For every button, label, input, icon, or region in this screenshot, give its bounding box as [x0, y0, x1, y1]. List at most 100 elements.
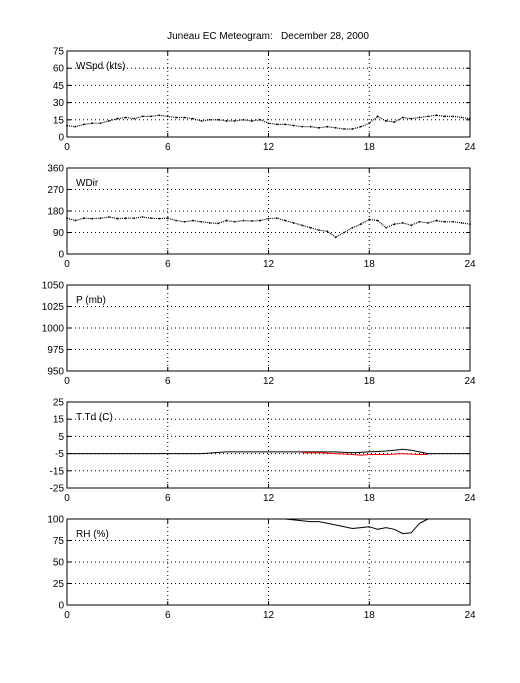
wdir-data-point — [427, 222, 429, 224]
wdir-data-point — [334, 236, 337, 239]
wspd-data-point — [150, 115, 152, 118]
wdir-data-point — [242, 219, 245, 222]
wdir-y-tick-label: 270 — [47, 185, 64, 196]
ttd-y-tick-label: 25 — [53, 398, 65, 409]
wspd-data-point — [292, 124, 295, 127]
wdir-data-point — [460, 222, 463, 224]
wdir-data-point — [74, 219, 77, 222]
rh-x-tick-label: 0 — [64, 610, 70, 621]
wspd-x-tick-label: 12 — [263, 142, 275, 153]
wspd-data-point — [141, 115, 144, 118]
wdir-y-tick-label: 0 — [58, 250, 64, 261]
wdir-data-point — [368, 218, 371, 221]
wspd-data-point — [158, 114, 161, 117]
wspd-data-point — [250, 120, 253, 122]
wspd-data-point — [225, 120, 228, 122]
wdir-data-point — [91, 217, 94, 220]
wdir-plot-area — [67, 168, 470, 254]
ttd-y-tick-label: -25 — [50, 484, 65, 495]
ttd-y-tick-label: 15 — [53, 415, 65, 426]
wdir-data-point — [208, 222, 211, 224]
pres-y-tick-label: 1050 — [42, 281, 65, 292]
wdir-data-point — [200, 220, 203, 223]
wdir-data-point — [275, 217, 278, 220]
wspd-data-point — [217, 118, 220, 121]
wdir-data-point — [108, 216, 110, 218]
wspd-data-point — [183, 116, 186, 119]
wspd-data-point — [410, 117, 413, 120]
wdir-data-point — [267, 217, 270, 220]
pres-x-tick-label: 0 — [64, 376, 70, 387]
rh-panel: 0 6 12 18 24 0 25 50 75 100 RH (%) — [47, 515, 476, 622]
wdir-data-point — [317, 229, 320, 232]
wspd-y-tick-label: 0 — [58, 133, 64, 144]
wspd-data-point — [418, 116, 421, 119]
wspd-data-point — [359, 125, 362, 128]
wdir-data-point — [116, 217, 119, 220]
wspd-data-point — [435, 114, 438, 117]
ttd-panel: 0 6 12 18 24 -25 -15 -5 5 15 25 T Td (C) — [50, 398, 476, 505]
wdir-data-point — [82, 217, 85, 220]
wspd-axes-frame — [66, 50, 471, 138]
wspd-data-point — [267, 122, 270, 125]
wdir-data-point — [359, 223, 362, 226]
wspd-data-point — [376, 115, 379, 118]
rh-axes-frame — [66, 518, 471, 606]
wspd-data-point — [208, 118, 211, 121]
wdir-data-point — [158, 217, 161, 220]
wspd-data-point — [234, 120, 236, 122]
ttd-axes-frame — [66, 401, 471, 489]
wdir-data-point — [326, 230, 329, 233]
rh-y-tick-label: 50 — [53, 558, 65, 569]
wdir-data-point — [217, 222, 220, 225]
wspd-data-point — [116, 117, 119, 120]
wdir-data-point — [192, 219, 194, 222]
wspd-x-tick-label: 6 — [165, 142, 171, 153]
pres-x-tick-label: 12 — [263, 376, 275, 387]
wspd-data-point — [317, 126, 320, 129]
wspd-data-point — [166, 115, 169, 118]
wspd-data-point — [275, 123, 278, 126]
wspd-data-point — [259, 118, 262, 121]
rh-y-tick-label: 0 — [58, 601, 64, 612]
wspd-data-point — [99, 122, 102, 125]
wdir-data-point — [393, 223, 396, 226]
wspd-data-point — [334, 126, 337, 129]
wspd-data-point — [242, 118, 245, 121]
wspd-data-point — [192, 117, 194, 120]
wdir-data-point — [376, 219, 379, 222]
wdir-data-point — [301, 224, 303, 227]
rh-x-tick-label: 24 — [464, 610, 476, 621]
pres-panel-label: P (mb) — [76, 295, 106, 306]
wdir-data-point — [225, 219, 228, 222]
ttd-x-tick-label: 18 — [364, 493, 376, 504]
wdir-data-point — [418, 220, 421, 223]
wdir-y-tick-label: 360 — [47, 164, 64, 175]
wspd-data-point — [401, 116, 404, 119]
wdir-data-point — [385, 226, 387, 229]
wdir-panel: 0 6 12 18 24 0 90 180 270 360 WDir — [47, 164, 476, 271]
ttd-plot-area — [67, 402, 470, 488]
wdir-data-point — [284, 219, 287, 222]
wspd-x-tick-label: 0 — [64, 142, 70, 153]
wdir-x-tick-label: 0 — [64, 259, 70, 270]
pres-axes-frame — [66, 284, 471, 372]
wspd-data-point — [309, 125, 312, 128]
ttd-x-tick-label: 0 — [64, 493, 70, 504]
wdir-data-point — [166, 217, 169, 220]
pres-x-tick-label: 18 — [364, 376, 376, 387]
wspd-data-point — [351, 128, 354, 130]
ttd-x-tick-label: 24 — [464, 493, 476, 504]
wdir-data-point — [309, 226, 312, 229]
wspd-y-tick-label: 75 — [53, 47, 65, 58]
wspd-data-point — [452, 115, 455, 118]
rh-x-tick-label: 12 — [263, 610, 275, 621]
wdir-data-point — [183, 220, 186, 223]
ttd-series-1-line — [302, 452, 428, 456]
ttd-x-tick-label: 12 — [263, 493, 275, 504]
wdir-data-point — [259, 219, 262, 222]
wdir-x-tick-label: 18 — [364, 259, 376, 270]
wdir-data-point — [141, 216, 144, 218]
wspd-data-point — [393, 121, 396, 123]
pres-panel: 0 6 12 18 24 950 975 1000 1025 1050 P (mb) — [42, 281, 476, 388]
